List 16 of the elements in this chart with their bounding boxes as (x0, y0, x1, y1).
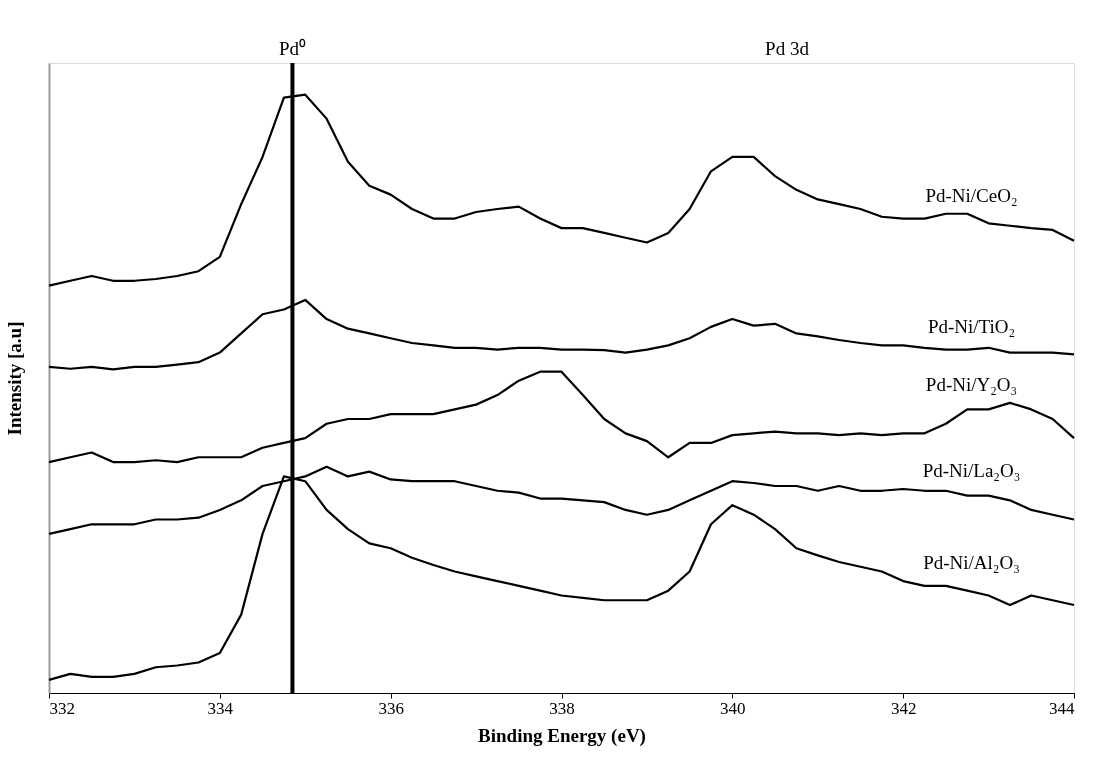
series-label: Pd-Ni/La₂O₃ (922, 459, 1021, 481)
x-tick-label: 342 (890, 698, 917, 718)
text: Pd 3d (765, 38, 810, 59)
x-tick-label: 338 (549, 698, 575, 718)
ref-line-label: Pd⁰ (278, 38, 306, 59)
series-label: Pd-Ni/TiO₂ (927, 316, 1016, 338)
series-label: Pd-Ni/Y₂O₃ (925, 373, 1018, 395)
series-label: Pd-Ni/CeO₂ (925, 184, 1018, 206)
x-tick-label: 332 (49, 698, 75, 718)
x-axis-title: Binding Energy (eV) (478, 724, 646, 747)
x-tick-label: 340 (720, 698, 746, 718)
x-tick-label: 334 (207, 698, 234, 718)
y-axis-title: Intensity [a.u] (3, 321, 25, 436)
x-tick-label: 336 (378, 698, 404, 718)
series-label: Pd-Ni/Al₂O₃ (923, 552, 1020, 574)
x-tick-label: 344 (1049, 698, 1075, 718)
